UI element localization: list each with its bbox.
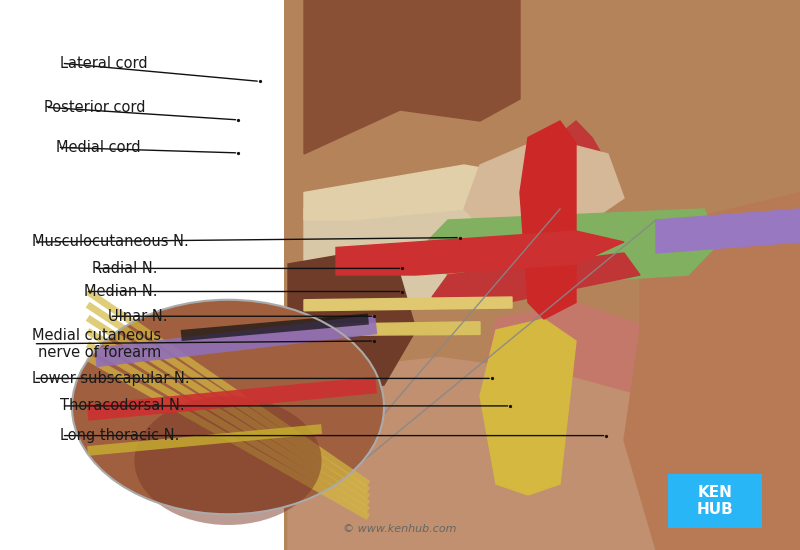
Polygon shape [304,165,544,220]
Polygon shape [464,138,624,242]
Text: Lateral cord: Lateral cord [60,56,148,71]
Polygon shape [624,192,800,550]
Polygon shape [336,231,624,275]
FancyBboxPatch shape [668,474,762,528]
Polygon shape [288,253,416,396]
Text: Long thoracic N.: Long thoracic N. [60,428,179,443]
Polygon shape [304,0,520,154]
Polygon shape [480,302,720,550]
Text: Medial cutaneous
nerve of forearm: Medial cutaneous nerve of forearm [32,328,161,360]
Polygon shape [520,121,576,319]
Polygon shape [656,209,800,253]
Polygon shape [536,121,608,220]
Polygon shape [416,209,720,286]
Text: Musculocutaneous N.: Musculocutaneous N. [32,234,189,250]
Text: Ulnar N.: Ulnar N. [108,309,167,324]
Polygon shape [480,319,576,495]
Text: KEN
HUB: KEN HUB [697,485,734,517]
Polygon shape [432,253,640,308]
FancyBboxPatch shape [284,0,800,550]
Text: © www.kenhub.com: © www.kenhub.com [343,524,457,534]
Text: Median N.: Median N. [84,284,158,299]
Circle shape [72,300,384,514]
Text: Lower subscapular N.: Lower subscapular N. [32,371,190,386]
Text: Radial N.: Radial N. [92,261,158,276]
Circle shape [134,396,322,525]
Polygon shape [304,322,480,336]
Text: Medial cord: Medial cord [56,140,141,155]
Polygon shape [288,358,800,550]
Text: Posterior cord: Posterior cord [44,100,146,115]
Polygon shape [304,192,544,308]
Text: Thoracodorsal N.: Thoracodorsal N. [60,398,185,414]
Polygon shape [304,297,512,311]
